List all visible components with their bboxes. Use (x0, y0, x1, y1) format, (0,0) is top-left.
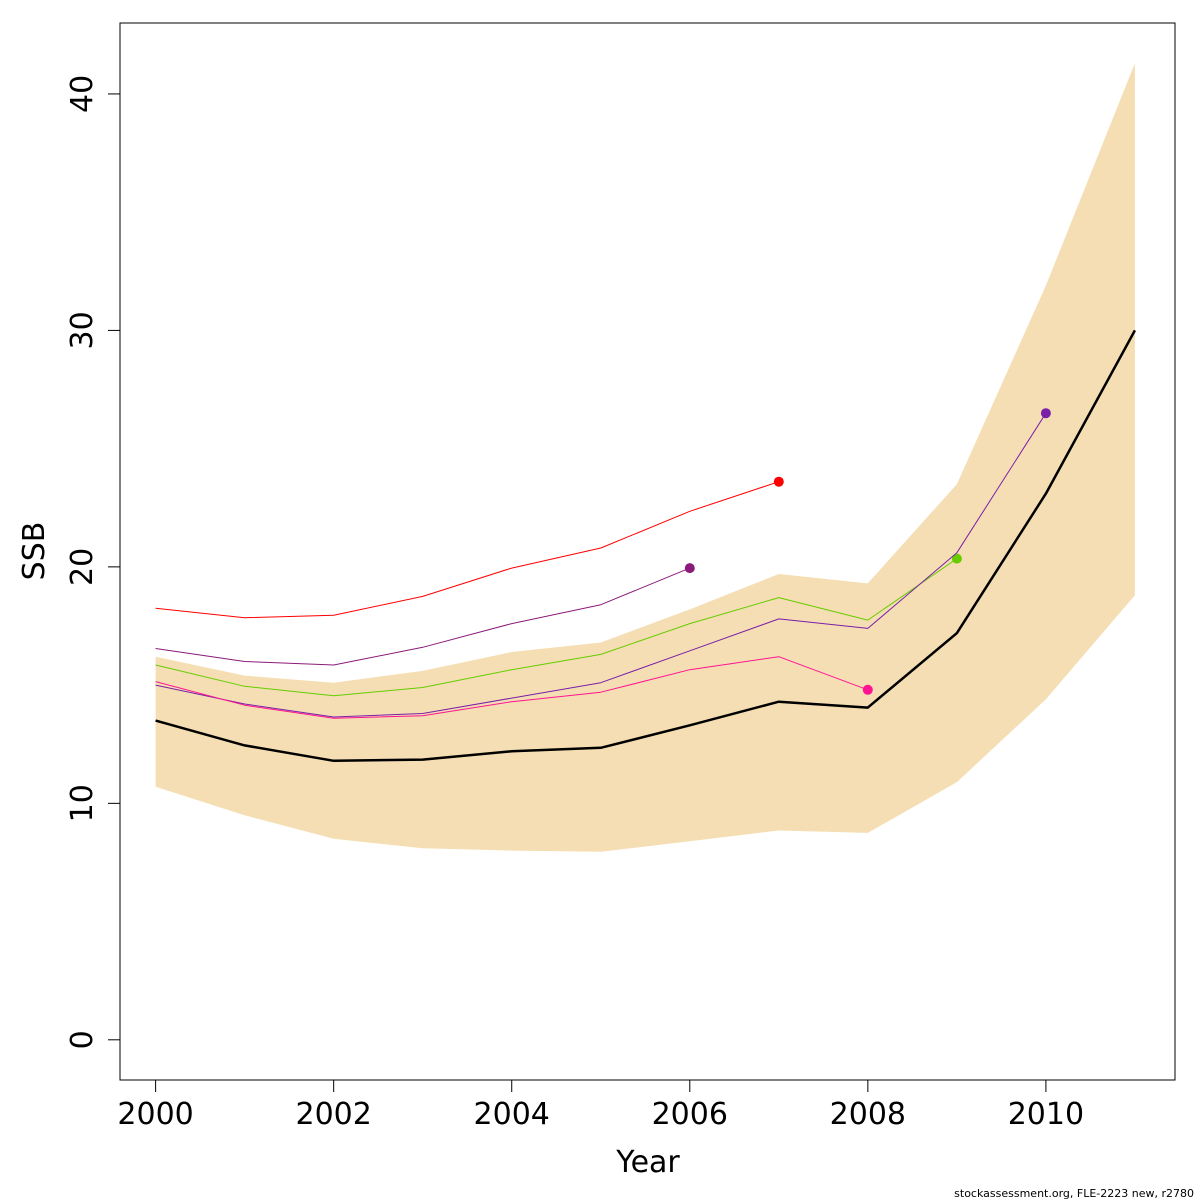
x-tick-label: 2002 (295, 1097, 371, 1132)
series-line-0 (155, 329, 1136, 763)
series-end-point-5 (862, 684, 873, 695)
axes-layer: 2000 2002 2004 2006 2008 2010 0 10 20 30 40 (65, 75, 1084, 1132)
x-tick-label: 2004 (474, 1097, 550, 1132)
series-end-point-4 (1040, 408, 1051, 419)
x-tick-label: 2006 (652, 1097, 728, 1132)
series-end-point-3 (951, 553, 962, 564)
series-line-4 (155, 412, 1047, 718)
series-line-2 (155, 567, 690, 666)
footnote: stockassessment.org, FLE-2223 new, r2780 (954, 1187, 1194, 1200)
x-axis-title: Year (615, 1145, 680, 1180)
series-line-5 (155, 656, 868, 719)
series-line-1 (155, 481, 779, 619)
y-axis-title: SSB (17, 522, 52, 581)
y-tick-label: 40 (65, 75, 100, 113)
y-tick-label: 20 (65, 548, 100, 586)
confidence-band (155, 63, 1135, 852)
y-tick-label: 10 (65, 784, 100, 822)
x-tick-label: 2010 (1008, 1097, 1084, 1132)
y-tick-label: 30 (65, 311, 100, 349)
series-line-3 (155, 558, 958, 697)
series-end-point-2 (684, 563, 695, 574)
series-end-point-1 (773, 476, 784, 487)
x-tick-label: 2000 (117, 1097, 193, 1132)
y-tick-label: 0 (65, 1030, 100, 1049)
plot-layer (155, 63, 1136, 852)
x-tick-label: 2008 (830, 1097, 906, 1132)
